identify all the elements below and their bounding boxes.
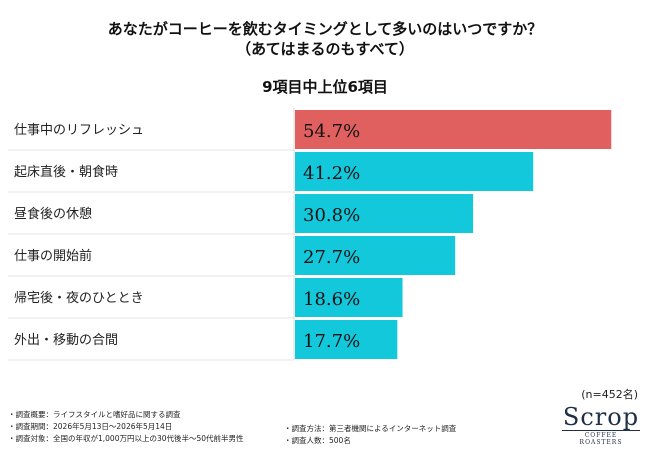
value-label-2: 41.2%	[303, 163, 360, 184]
category-label-6: 外出・移動の合間	[14, 333, 118, 348]
labels-layer: 仕事中のリフレッシュ 54.7% 起床直後・朝食時 41.2% 昼食後の休憩 30.8% 仕…	[14, 121, 360, 352]
chart-title-line1: あなたがコーヒーを飲むタイミングとして多いのはいつですか？	[107, 20, 543, 38]
category-label-5: 帰宅後・夜のひととき	[14, 290, 144, 306]
note-method: ・調査方法：第三者機関によるインターネット調査	[284, 424, 457, 433]
category-label-2: 起床直後・朝食時	[14, 164, 118, 180]
bar-3	[295, 194, 474, 233]
bar-4	[295, 236, 456, 275]
note-target: ・調査対象：全国の年収が1,000万円以上の30代後半～50代前半男性	[8, 434, 244, 443]
category-label-3: 昼食後の休憩	[14, 206, 92, 222]
value-label-6: 17.7%	[303, 331, 360, 352]
note-overview: ・調査概要：ライフスタイルと嗜好品に関する調査	[8, 410, 181, 419]
category-label-1: 仕事中のリフレッシュ	[14, 123, 144, 138]
value-label-5: 18.6%	[303, 289, 360, 310]
bars-layer	[8, 108, 612, 361]
bar-1	[295, 110, 612, 149]
category-label-4: 仕事の開始前	[14, 248, 92, 264]
chart-title-line2: （あてはまるのもすべて）	[236, 40, 414, 58]
brand-logo: Scrop COFFEE ROASTERS	[556, 404, 646, 446]
bar-5	[295, 278, 403, 317]
value-label-1: 54.7%	[303, 121, 360, 142]
chart-subtitle: 9項目中上位6項目	[262, 78, 388, 96]
bar-6	[295, 320, 398, 359]
logo-wordmark: Scrop	[562, 403, 640, 431]
sample-size: (n=452名)	[581, 388, 638, 401]
bar-chart: 仕事中のリフレッシュ 54.7% 起床直後・朝食時 41.2% 昼食後の休憩 30.8% 仕…	[8, 108, 612, 361]
value-label-4: 27.7%	[303, 247, 360, 268]
logo-tagline: COFFEE ROASTERS	[562, 430, 640, 446]
note-period: ・調査期間：2026年5月13日～2026年5月14日	[8, 422, 173, 431]
note-count: ・調査人数：500名	[284, 436, 351, 445]
value-label-3: 30.8%	[303, 205, 360, 226]
bar-2	[295, 152, 534, 191]
